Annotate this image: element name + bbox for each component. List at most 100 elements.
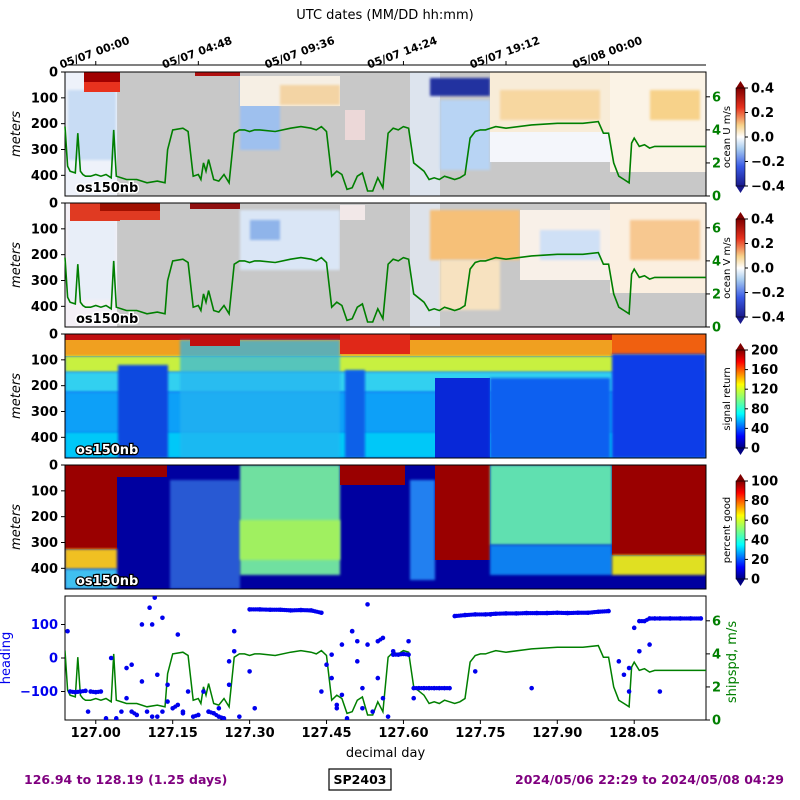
heading-point [439, 686, 445, 691]
colorbar-tick-label: 200 [751, 344, 778, 359]
colorbar-tick-label: 20 [751, 553, 769, 568]
heading-point [349, 628, 355, 634]
colorbar-tick-label: 80 [751, 402, 769, 417]
heading-point [471, 612, 476, 617]
heading-point [132, 711, 137, 716]
colorbar-tick-label: 0.4 [751, 213, 774, 228]
colorbar-tick-label: 0.4 [751, 82, 774, 97]
heading-point [175, 632, 181, 637]
right-tick-label: 6 [712, 90, 721, 105]
y-tick-label: 400 [31, 169, 58, 184]
heading-point [160, 709, 165, 714]
colorbar-extend-bottom [736, 579, 745, 586]
footer-cruise: SP2403 [334, 772, 387, 787]
heading-point [155, 714, 160, 719]
y-axis-label: meters [9, 111, 24, 157]
heading-point [655, 616, 660, 621]
heading-point [165, 682, 170, 688]
colorbar-tick-label: −0.2 [751, 286, 785, 301]
heading-point [214, 712, 219, 718]
heading-point [360, 705, 365, 711]
heading-point [344, 716, 350, 720]
right-tick-label: 4 [712, 254, 721, 269]
colorbar-extend-top [736, 212, 745, 219]
heading-point [96, 689, 101, 694]
heading-point [165, 699, 170, 704]
heading-point [414, 686, 419, 691]
heading-point [286, 608, 291, 613]
heading-point [360, 685, 365, 691]
heading-tick-label: 0 [49, 652, 58, 667]
heading-point [144, 709, 150, 714]
heading-point [265, 607, 271, 612]
y-tick-label: 0 [49, 197, 58, 212]
right-tick-label: 0 [712, 321, 721, 336]
cruise-box [328, 768, 392, 791]
y-tick-label: 300 [31, 143, 58, 158]
heading-point [180, 709, 186, 714]
right-tick-label: 6 [712, 221, 721, 236]
heading-point [147, 605, 152, 611]
heading-point [512, 611, 517, 616]
heading-point [631, 625, 637, 631]
heading-point [231, 628, 237, 634]
heading-point [411, 695, 417, 701]
y-tick-label: 400 [31, 431, 58, 446]
heading-point [365, 602, 370, 607]
top-tick-label: 05/07 00:00 [58, 34, 132, 71]
colorbar-extend-bottom [736, 448, 745, 455]
heading-point [472, 669, 478, 674]
footer-range-days: 126.94 to 128.19 (1.25 days) [24, 772, 227, 787]
heading-point [75, 689, 80, 694]
top-axis-title: UTC dates (MM/DD hh:mm) [296, 8, 473, 23]
y-tick-label: 100 [31, 91, 58, 106]
heading-point [306, 608, 312, 613]
colorbar-label: ocean U m/s [722, 106, 733, 168]
heading-point [113, 716, 119, 720]
instrument-label-u: os150nb [76, 181, 138, 196]
colorbar-tick-label: −0.4 [751, 311, 785, 326]
colorbar-extend-bottom [736, 317, 745, 324]
heading-point [375, 675, 381, 681]
heading-point [553, 610, 558, 615]
shipspd-tick-label: 2 [712, 680, 721, 695]
heading-point [488, 612, 493, 617]
heading-point [647, 642, 652, 647]
heading-point [542, 610, 548, 616]
heading-point [149, 622, 155, 627]
heading-points [65, 596, 704, 720]
heading-point [378, 637, 383, 642]
right-tick-label: 0 [712, 190, 721, 205]
heading-point [529, 685, 534, 691]
heading-point [324, 662, 329, 668]
heading-point [334, 702, 340, 708]
heading-point [626, 689, 632, 694]
y-tick-label: 0 [49, 66, 58, 81]
shipspd-line-v [64, 251, 706, 323]
heading-point [657, 689, 663, 694]
x-axis-label: decimal day [346, 746, 426, 761]
instrument-label-pg: os150nb [76, 574, 138, 589]
heading-point [354, 659, 360, 664]
heading-point [429, 686, 434, 691]
heading-point [160, 615, 165, 621]
heading-point [398, 652, 403, 657]
colorbar [735, 480, 746, 580]
heading-point [65, 628, 70, 634]
heading-point [522, 611, 527, 616]
heading-point [206, 709, 211, 714]
y-tick-label: 100 [31, 484, 58, 499]
colorbar-tick-label: 40 [751, 533, 769, 548]
y-tick-label: 200 [31, 379, 58, 394]
heading-point [637, 648, 642, 654]
x-tick-label: 127.00 [71, 726, 121, 741]
instrument-label-amp: os150nb [76, 443, 138, 458]
heading-point [80, 689, 86, 694]
y-tick-label: 300 [31, 274, 58, 289]
y-tick-label: 0 [49, 459, 58, 474]
colorbar-tick-label: 80 [751, 494, 769, 509]
colorbar-extend-bottom [736, 186, 745, 193]
colorbar-tick-label: 120 [751, 383, 778, 398]
heading-point [339, 692, 345, 698]
